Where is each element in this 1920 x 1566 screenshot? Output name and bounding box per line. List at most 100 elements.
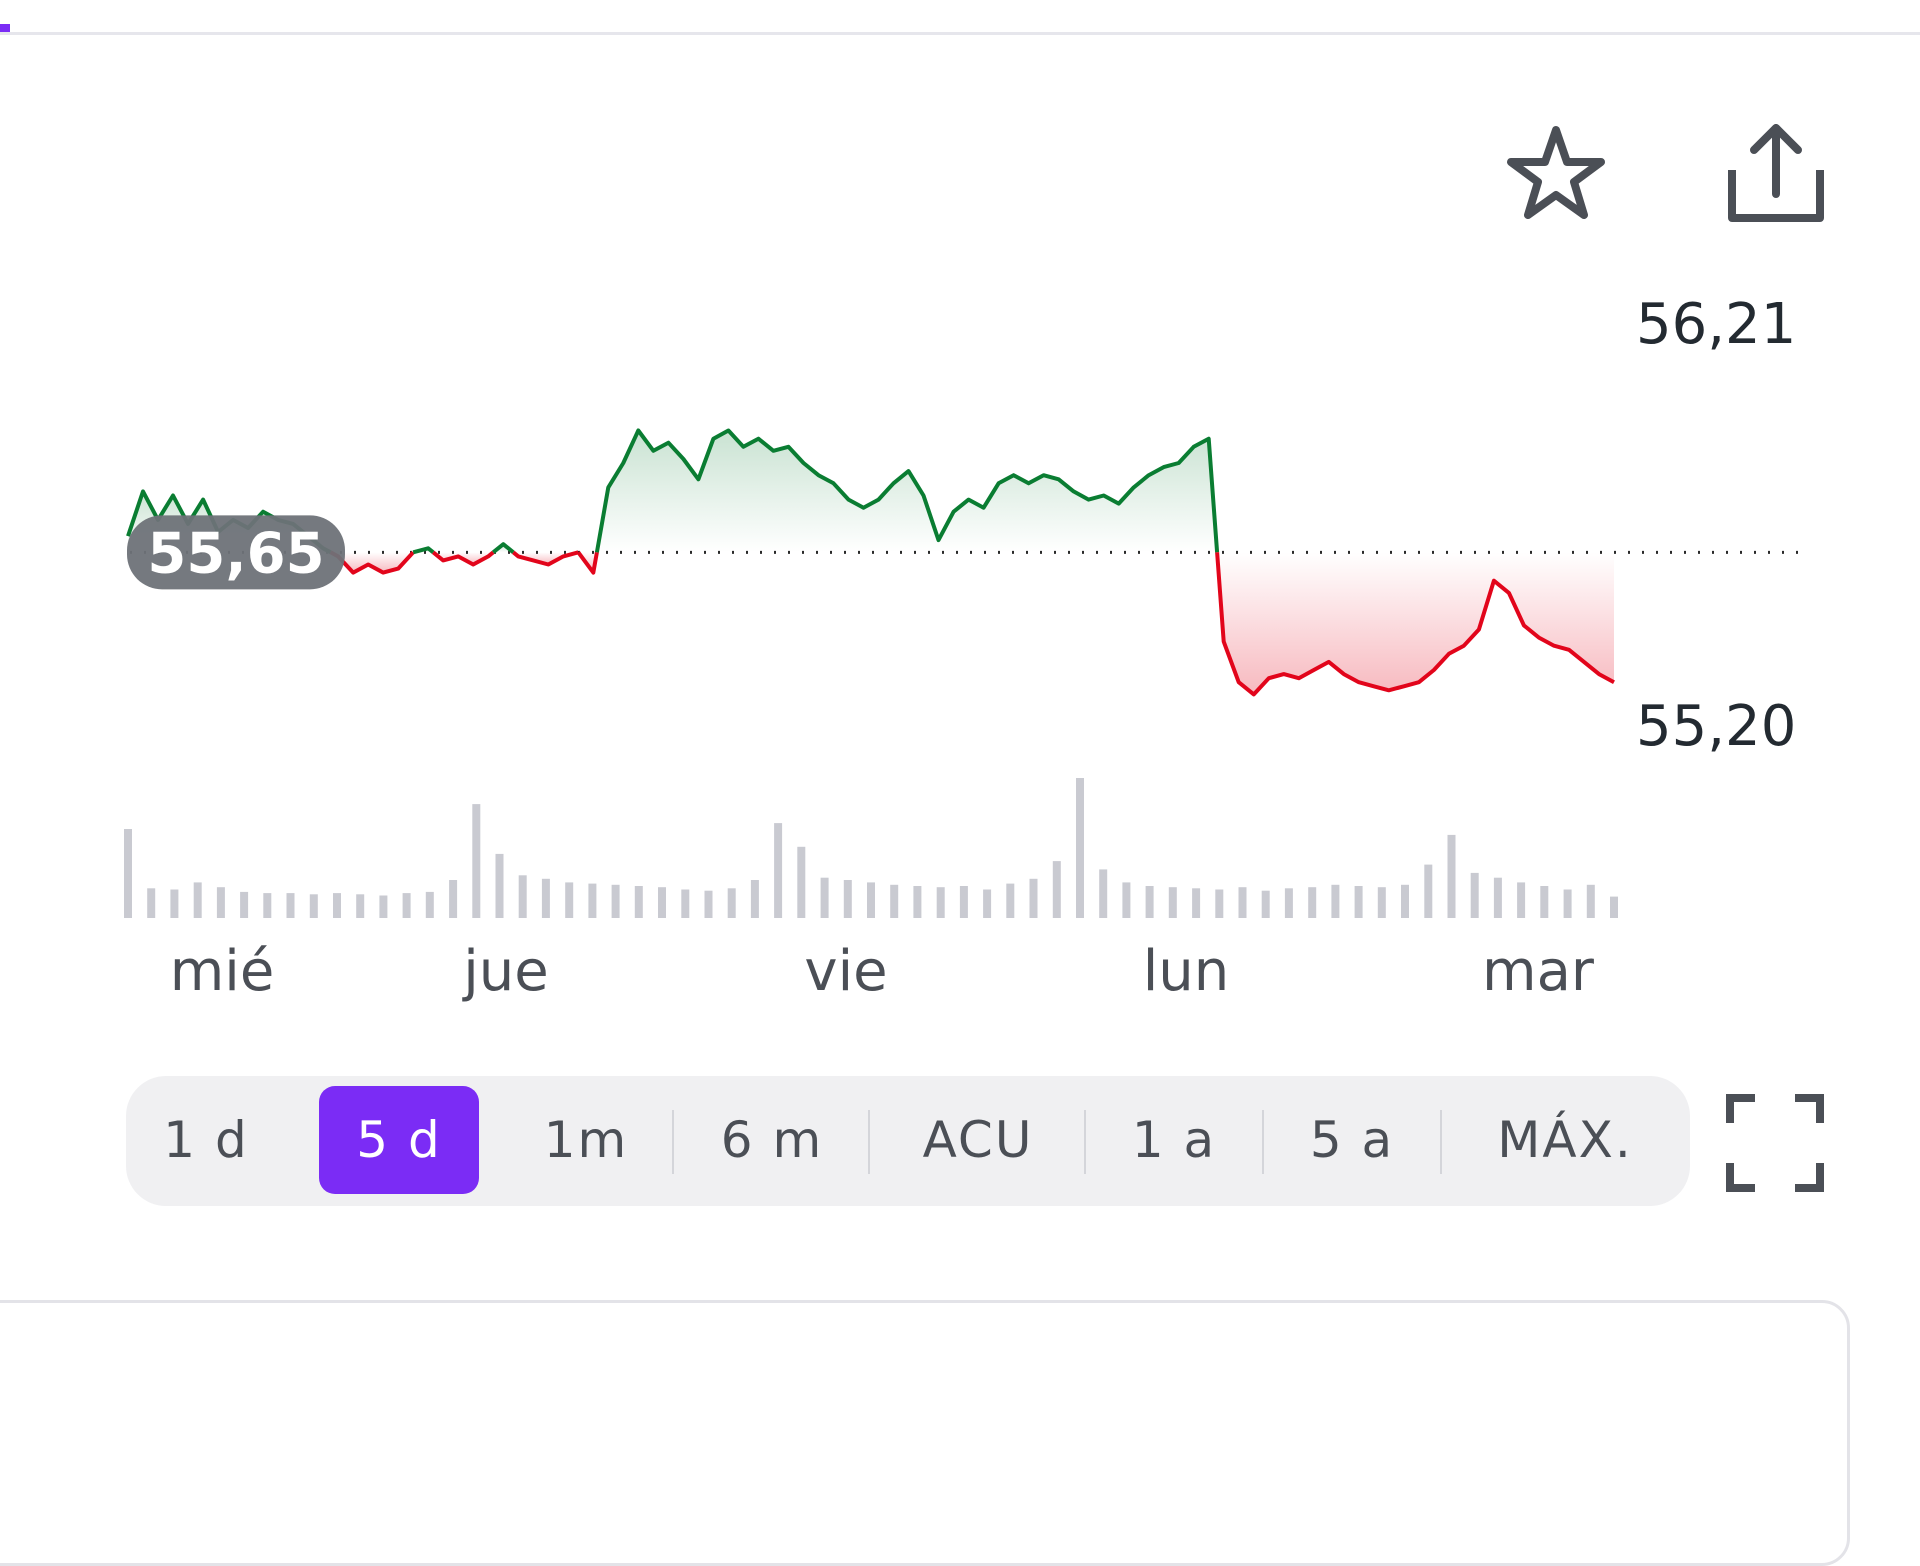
volume-bar [1099,869,1108,918]
volume-bar [1447,834,1456,918]
volume-bar [774,823,783,918]
volume-bar [1308,887,1317,918]
price-line-segment [412,546,435,555]
volume-bar [1377,887,1386,918]
tab-1a[interactable]: 1 a [1131,1111,1217,1169]
volume-bar [402,893,411,918]
volume-bar [611,884,620,918]
volume-bar [936,887,945,918]
volume-bar [333,893,341,918]
volume-bar [959,886,968,918]
volume-bar [1470,872,1479,918]
price-line-segment [594,428,1220,553]
price-line-segment [576,551,599,575]
volume-bar [1401,884,1409,918]
tab-6m[interactable]: 6 m [720,1111,824,1169]
tab-divider [1440,1110,1442,1174]
volume-bar [425,891,434,918]
price-chart[interactable]: 55,65 56,21 55,20 mié jue vie lun mar [0,250,1920,1030]
volume-bar [867,882,875,918]
fullscreen-icon[interactable] [1720,1088,1830,1198]
volume-bar [890,884,899,918]
volume-bar [541,878,550,918]
volume-bar [634,886,643,918]
volume-bar [1261,890,1270,918]
tab-acu[interactable]: ACU [922,1111,1034,1169]
volume-bar [1145,886,1154,918]
volume-bar [147,888,156,918]
share-icon[interactable] [1720,118,1832,230]
volume-bar [472,804,481,918]
tab-5a[interactable]: 5 a [1309,1111,1395,1169]
volume-bar [263,893,272,918]
volume-bar [658,887,666,918]
volume-bar [1424,864,1433,918]
area-above-reference [596,430,1218,553]
volume-bar [1586,884,1595,918]
volume-bar [1192,888,1201,918]
volume-bar [727,888,736,918]
volume-bar [1122,882,1131,918]
volume-bar [1540,886,1549,918]
volume-bar [1029,878,1038,918]
range-selector: 1 d 5 d 1m 6 m ACU 1 a 5 a MÁX. [126,1076,1690,1206]
volume-bar [1563,889,1572,918]
volume-bar [1076,778,1084,918]
volume-bar [913,886,922,918]
tab-divider [1262,1110,1264,1174]
volume-bar [1238,887,1247,918]
volume-bar [1331,884,1340,918]
tab-divider [672,1110,674,1174]
volume-bar [1517,882,1526,918]
volume-bar [1354,886,1363,918]
volume-bar [309,894,318,918]
volume-bar [565,882,574,918]
volume-bar [983,889,992,918]
x-tick-label: mar [1482,939,1595,1004]
area-below-reference [1217,552,1614,695]
volume-bar [588,883,597,918]
volume-bar [495,853,504,918]
volume-bar [1493,877,1502,918]
volume-bar [286,893,295,918]
volume-bar [750,880,759,918]
tab-1m[interactable]: 1m [543,1111,629,1169]
volume-bar [1284,888,1293,918]
tab-max[interactable]: MÁX. [1497,1111,1633,1169]
volume-bar [124,829,132,918]
top-accent-mark [0,24,10,34]
y-tick-label: 55,20 [1636,694,1796,759]
volume-bar [1168,887,1177,918]
volume-bar [1215,889,1224,918]
volume-bar [1006,883,1015,918]
x-tick-label: vie [804,939,887,1004]
volume-bar [704,890,713,918]
x-tick-label: jue [461,939,549,1004]
tab-divider [1084,1110,1086,1174]
volume-bar [843,880,852,918]
price-line-segment [431,550,495,567]
volume-bar [449,880,458,918]
area-below-reference [330,552,414,573]
star-icon[interactable] [1500,120,1612,232]
volume-bar [820,877,829,918]
x-tick-label: lun [1143,939,1230,1004]
y-tick-label: 56,21 [1636,292,1796,357]
top-divider [0,32,1920,35]
price-line-segment [512,550,579,567]
price-line-segment [491,542,515,554]
content-card [0,1300,1850,1566]
reference-price-badge: 55,65 [127,515,345,590]
volume-bar [518,875,527,918]
volume-bar [216,887,225,918]
tab-1d[interactable]: 1 d [163,1111,249,1169]
tab-divider [868,1110,870,1174]
reference-price-label: 55,65 [147,521,324,586]
volume-bar [1610,896,1618,918]
volume-bar [170,889,179,918]
volume-bar [240,891,249,918]
volume-bar [379,895,388,918]
volume-bar [356,894,365,918]
tab-5d[interactable]: 5 d [319,1086,479,1194]
price-line-segment [1215,552,1615,697]
